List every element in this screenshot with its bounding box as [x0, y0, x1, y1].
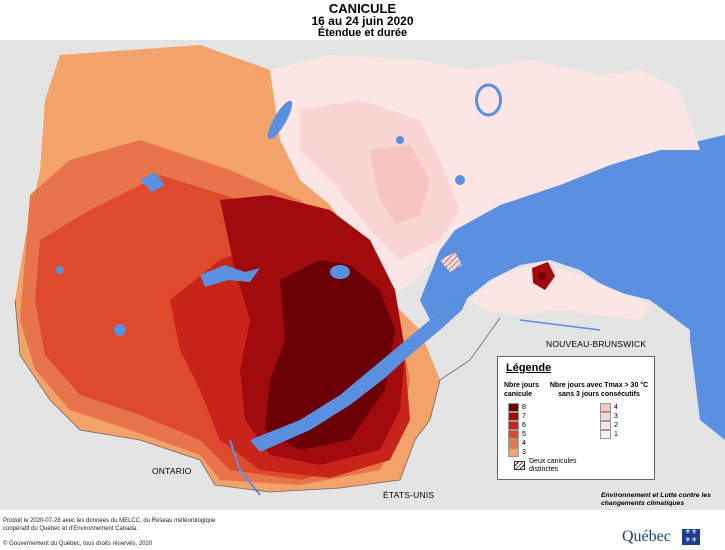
gulf-water	[445, 135, 725, 330]
gouin-reservoir	[200, 265, 260, 287]
legend-box: Légende Nbre jours canicule Nbre jours a…	[497, 356, 655, 480]
credits-text: Produit le 2020-07-28 avec les données d…	[3, 518, 216, 532]
swatch-canicule-5	[508, 430, 519, 439]
fleur-de-lis-icon: ⚜⚜ ⚜⚜	[682, 529, 700, 545]
swatch-label: 8	[522, 404, 526, 411]
swatch-label: 2	[614, 422, 618, 429]
zone-tmax-3	[370, 145, 430, 225]
legend-col1-header: Nbre jours canicule	[504, 382, 540, 398]
zone-canicule-8	[265, 260, 395, 450]
two-heatwaves-zone	[440, 252, 462, 272]
label-etats-unis: ÉTATS-UNIS	[383, 490, 435, 500]
st-lawrence	[250, 292, 470, 452]
swatch-canicule-8	[508, 403, 519, 412]
hatch-label: Deux canicules distinctes	[529, 458, 577, 473]
legend-title: Légende	[506, 362, 552, 374]
provincial-border	[14, 299, 501, 493]
swatch-label: 3	[522, 449, 526, 456]
estuary	[420, 230, 475, 320]
swatch-tmax-1	[600, 430, 611, 439]
hatch-swatch	[514, 461, 525, 470]
swatch-label: 4	[522, 440, 526, 447]
swatch-canicule-4	[508, 439, 519, 448]
lake-st-jean	[330, 265, 350, 279]
gaspe-peninsula	[470, 262, 650, 320]
copyright-text: © Gouvernement du Québec, tous droits ré…	[3, 541, 153, 547]
swatch-label: 7	[522, 413, 526, 420]
label-nouveau-brunswick: NOUVEAU-BRUNSWICK	[546, 339, 647, 349]
swatch-label: 5	[522, 431, 526, 438]
swatch-label: 4	[614, 404, 618, 411]
logo-quebec-wordmark: Québec	[622, 528, 671, 545]
swatch-canicule-3	[508, 448, 519, 457]
swatch-label: 3	[614, 413, 618, 420]
baskatong	[140, 172, 165, 192]
title-block: CANICULE 16 au 24 juin 2020 Étendue et d…	[0, 0, 725, 40]
swatch-canicule-6	[508, 421, 519, 430]
lake-mistassini	[267, 100, 293, 140]
map-subtitle2: Étendue et durée	[317, 27, 408, 39]
swatch-tmax-2	[600, 421, 611, 430]
swatch-tmax-4	[600, 403, 611, 412]
manicouagan-reservoir	[475, 83, 502, 117]
quebec-logo: Environnement et Lutte contre les change…	[596, 492, 722, 548]
swatch-tmax-3	[600, 412, 611, 421]
logo-ministry-text: Environnement et Lutte contre les change…	[601, 492, 711, 507]
map-title: CANICULE	[328, 1, 397, 16]
swatch-label: 1	[614, 431, 618, 438]
legend-col2-header: Nbre jours avec Tmax > 30 °C sans 3 jour…	[549, 382, 649, 398]
swatch-canicule-7	[508, 412, 519, 421]
swatch-label: 6	[522, 422, 526, 429]
map-subtitle: 16 au 24 juin 2020	[311, 14, 414, 28]
label-ontario: ONTARIO	[152, 466, 192, 476]
